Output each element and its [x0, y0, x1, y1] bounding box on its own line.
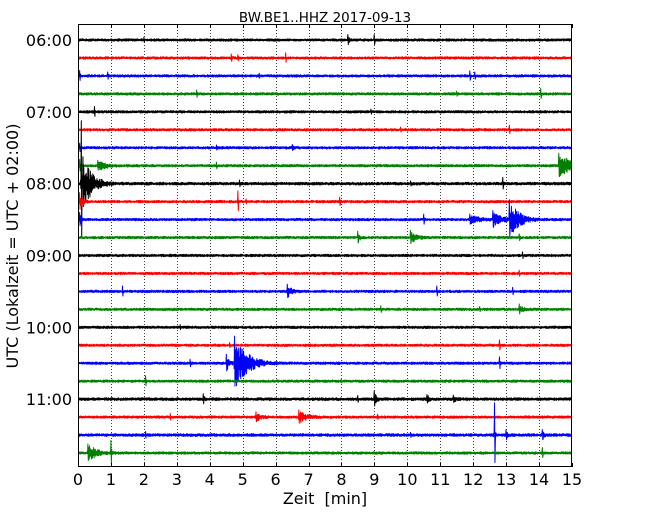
- seismic-trace: [78, 269, 572, 277]
- seismic-trace: [78, 402, 572, 464]
- x-tick-label: 11: [430, 470, 450, 489]
- y-axis-label: UTC (Lokalzeit = UTC + 02:00): [3, 124, 22, 369]
- x-tick-label: 5: [238, 470, 248, 489]
- chart-title: BW.BE1..HHZ 2017-09-13: [239, 10, 411, 26]
- seismic-trace: [78, 190, 572, 212]
- seismic-trace: [78, 339, 572, 351]
- x-tick-label: 10: [397, 470, 417, 489]
- y-tick-label: 08:00: [26, 175, 72, 194]
- x-tick-label: 9: [369, 470, 379, 489]
- seismic-trace: [78, 335, 572, 387]
- seismic-trace: [78, 120, 572, 238]
- seismic-trace: [78, 142, 572, 153]
- x-tick-label: 3: [172, 470, 182, 489]
- y-tick-label: 06:00: [26, 31, 72, 50]
- y-tick-label: 07:00: [26, 103, 72, 122]
- seismic-trace: [78, 152, 572, 178]
- seismic-trace: [78, 375, 572, 387]
- seismic-trace: [78, 324, 572, 331]
- x-tick-label: 15: [562, 470, 582, 489]
- y-tick-label: 11:00: [26, 390, 72, 409]
- seismic-trace: [78, 124, 572, 135]
- x-tick-labels: 0 1 2 3 4 5 6 7 8 9 10 11 12 13 14 15: [73, 470, 582, 489]
- seismic-trace: [78, 34, 572, 46]
- seismic-trace: [78, 251, 572, 260]
- x-tick-label: 6: [271, 470, 281, 489]
- seismic-trace: [78, 303, 572, 315]
- x-tick-label: 8: [336, 470, 346, 489]
- x-tick-label: 14: [529, 470, 549, 489]
- x-tick-label: 0: [73, 470, 83, 489]
- seismic-trace: [78, 70, 572, 81]
- seismic-trace: [78, 390, 572, 407]
- x-tick-label: 4: [205, 470, 215, 489]
- x-tick-label: 1: [106, 470, 116, 489]
- y-tick-label: 10:00: [26, 318, 72, 337]
- trace-group: [78, 34, 572, 465]
- seismic-trace: [78, 283, 572, 298]
- x-tick-label: 2: [139, 470, 149, 489]
- plot-frame: [78, 24, 572, 467]
- seismic-trace: [78, 105, 572, 117]
- tick-marks: [78, 24, 573, 467]
- seismic-trace: [78, 229, 572, 245]
- seismic-trace: [78, 199, 572, 237]
- seismic-trace: [78, 409, 572, 424]
- x-tick-label: 13: [496, 470, 516, 489]
- x-axis-label: Zeit [min]: [283, 489, 367, 508]
- x-tick-label: 7: [303, 470, 313, 489]
- seismic-trace: [78, 87, 572, 99]
- y-tick-label: 09:00: [26, 247, 72, 266]
- seismic-trace: [78, 52, 572, 63]
- seismic-trace: [78, 439, 572, 465]
- y-tick-labels: 06:00 07:00 08:00 09:00 10:00 11:00: [26, 31, 72, 409]
- plot-background: [78, 24, 572, 467]
- x-tick-label: 12: [463, 470, 483, 489]
